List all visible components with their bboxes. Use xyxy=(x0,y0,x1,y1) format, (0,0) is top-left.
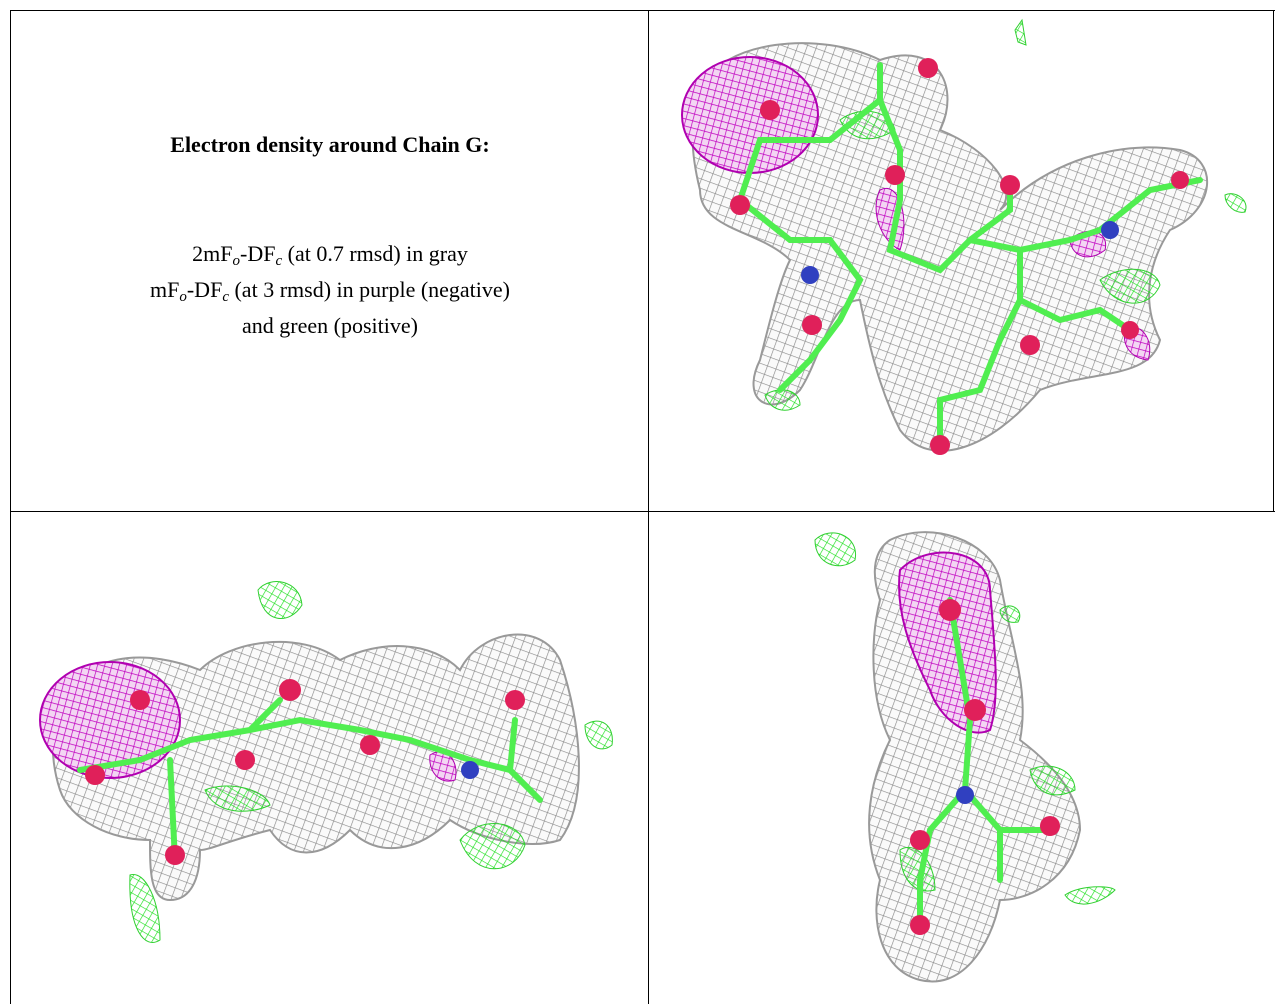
text: -DF xyxy=(240,241,275,266)
render-bottom-left xyxy=(40,582,612,943)
render-top-right xyxy=(682,20,1246,455)
caption-lines: 2mFo-DFc (at 0.7 rmsd) in gray mFo-DFc (… xyxy=(12,236,648,344)
page: Electron density around Chain G: 2mFo-DF… xyxy=(0,0,1275,1004)
text: (at 3 rmsd) in purple (negative) xyxy=(229,277,510,302)
text: (at 0.7 rmsd) in gray xyxy=(282,241,468,266)
caption-line: mFo-DFc (at 3 rmsd) in purple (negative) xyxy=(12,272,648,308)
caption-line: and green (positive) xyxy=(12,308,648,344)
caption-title: Electron density around Chain G: xyxy=(12,132,648,158)
text: mF xyxy=(150,277,179,302)
atom-nitrogen xyxy=(461,761,479,779)
density-negative xyxy=(682,57,818,173)
text: -DF xyxy=(187,277,222,302)
caption: Electron density around Chain G: 2mFo-DF… xyxy=(12,12,648,344)
subscript: o xyxy=(179,289,187,305)
text: 2mF xyxy=(192,241,232,266)
caption-line: 2mFo-DFc (at 0.7 rmsd) in gray xyxy=(12,236,648,272)
subscript: c xyxy=(222,289,229,305)
atom-nitrogen xyxy=(956,786,974,804)
render-bottom-right xyxy=(815,532,1115,981)
subscript: o xyxy=(233,253,241,269)
text: and green (positive) xyxy=(242,313,418,338)
density-negative xyxy=(40,662,180,778)
